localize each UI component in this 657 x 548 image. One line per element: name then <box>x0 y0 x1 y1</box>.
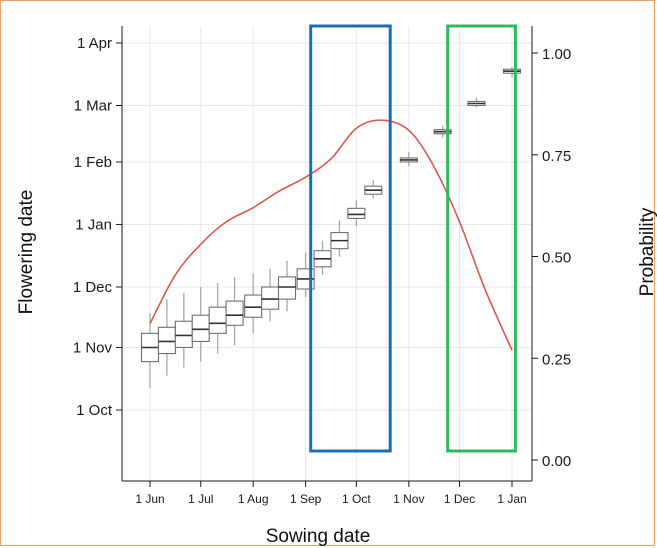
y-left-tick-label: 1 Oct <box>76 402 113 419</box>
y-left-tick-label: 1 Jan <box>75 216 112 233</box>
y-axis-right-title: Probability <box>637 207 657 296</box>
highlight-box-green <box>446 24 517 453</box>
x-tick-label: 1 Oct <box>342 492 371 506</box>
y-right-tick-label: 0.50 <box>542 250 571 267</box>
boxplot-3 <box>191 286 210 362</box>
y-left-tick-label: 1 Feb <box>74 154 112 171</box>
y-right-tick-label: 1.00 <box>542 46 571 63</box>
boxplot-11 <box>330 220 349 257</box>
x-axis-title: Sowing date <box>266 526 371 547</box>
y-left-tick-label: 1 Dec <box>73 279 113 296</box>
boxplot-14 <box>399 151 418 167</box>
box <box>277 276 297 300</box>
y-right-tick-label: 0.00 <box>542 453 571 470</box>
box <box>225 300 244 326</box>
box <box>191 314 210 342</box>
boxplot-8 <box>277 260 297 312</box>
boxplot-2 <box>174 293 193 368</box>
box <box>157 326 176 355</box>
boxplot-13 <box>364 180 383 199</box>
y-left-tick-label: 1 Nov <box>73 339 113 356</box>
x-tick-label: 1 Jun <box>135 492 164 506</box>
x-tick-label: 1 Aug <box>238 492 269 506</box>
boxplot-5 <box>225 276 244 346</box>
boxplot-group <box>140 67 522 388</box>
boxplot-17 <box>502 67 522 78</box>
y-right-tick-label: 0.25 <box>542 351 571 368</box>
box <box>347 207 366 219</box>
boxplot-10 <box>313 240 332 275</box>
box <box>261 286 280 310</box>
box <box>208 306 227 334</box>
axes: 1 Oct 1 Nov 1 Dec 1 Jan 1 Feb 1 Mar 1 Apr 0.00 0… <box>73 26 571 506</box>
x-tick-label: 1 Jan <box>497 492 526 506</box>
highlight-box-blue <box>309 24 392 453</box>
box <box>174 320 193 349</box>
x-tick-label: 1 Nov <box>393 492 424 506</box>
probability-line-group <box>149 119 513 351</box>
boxplot-16 <box>467 97 486 108</box>
y-left-tick-label: 1 Apr <box>77 35 112 52</box>
x-tick-label: 1 Sep <box>290 492 322 506</box>
x-tick-label: 1 Dec <box>444 492 475 506</box>
y-axis-left-title: Flowering date <box>16 190 37 315</box>
y-left-tick-label: 1 Mar <box>74 98 112 115</box>
probability-line <box>149 119 513 351</box>
highlight-boxes <box>309 24 517 453</box>
boxplot-12 <box>347 200 366 227</box>
boxplot-0 <box>140 313 160 388</box>
boxplot-6 <box>244 272 263 334</box>
box <box>244 294 263 318</box>
y-right-tick-label: 0.75 <box>542 148 571 165</box>
x-tick-label: 1 Jul <box>188 492 213 506</box>
